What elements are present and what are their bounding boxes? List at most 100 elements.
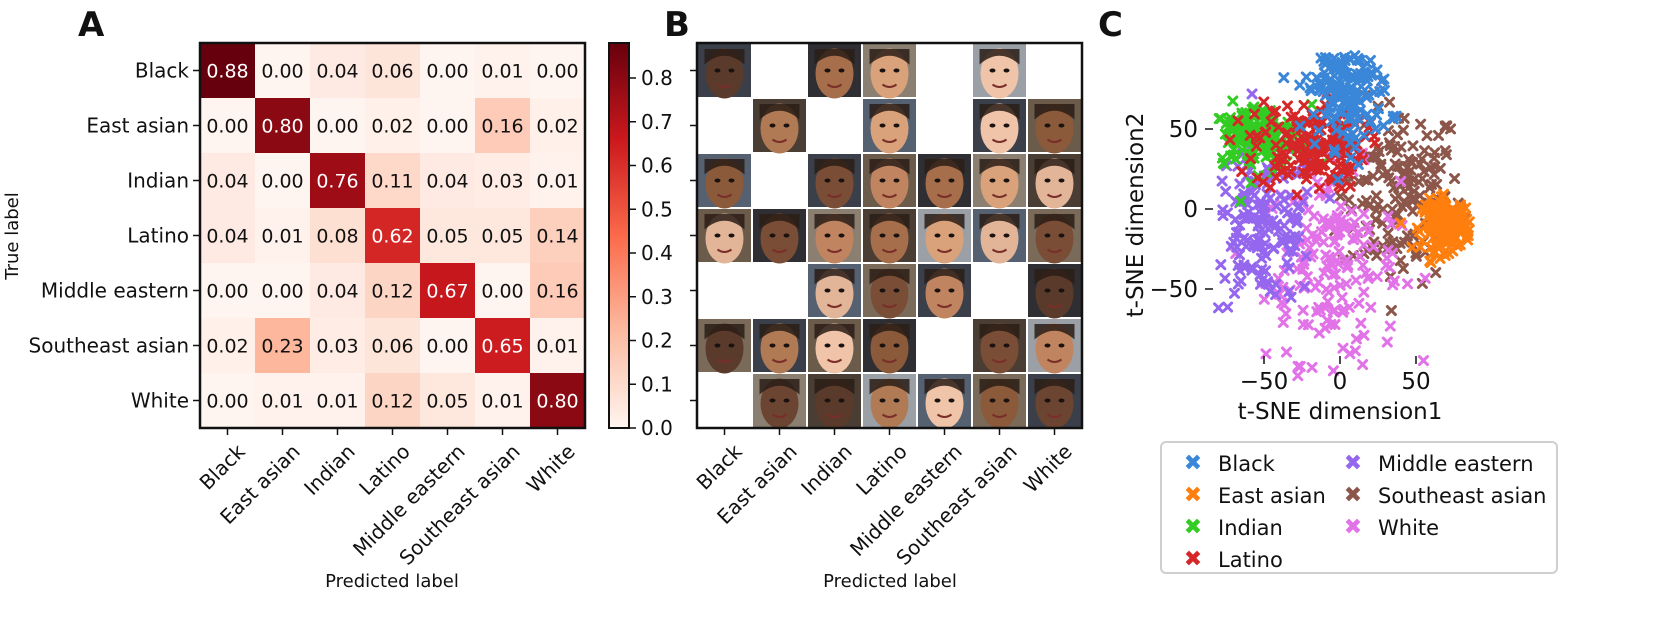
- scatter-point: [1358, 329, 1370, 341]
- y-tick-label: −50: [1149, 277, 1198, 303]
- scatter-point: [1361, 92, 1373, 104]
- heatmap-cell: [530, 318, 585, 373]
- scatter-point: [1377, 120, 1389, 132]
- heatmap-cell: [255, 98, 310, 153]
- scatter-point: [1350, 86, 1362, 98]
- scatter-point: [1395, 217, 1407, 229]
- heatmap-cell-value: 0.04: [206, 171, 248, 193]
- scatter-point: [1385, 305, 1397, 317]
- scatter-point: [1215, 259, 1227, 271]
- scatter-point: [1313, 276, 1325, 288]
- scatter-point: [1278, 72, 1290, 84]
- heatmap-cell: [255, 153, 310, 208]
- scatter-point: [1404, 156, 1416, 168]
- scatter-point: [1298, 99, 1310, 111]
- scatter-point: [1234, 264, 1246, 276]
- scatter-point: [1300, 173, 1312, 185]
- face-photo: [808, 44, 861, 99]
- scatter-point: [1244, 129, 1256, 141]
- heatmap-cell-value: 0.00: [206, 281, 248, 303]
- scatter-point: [1329, 319, 1341, 331]
- scatter-point: [1416, 277, 1428, 289]
- x-tick-label: White: [1019, 439, 1077, 497]
- face-photo: [863, 209, 916, 264]
- heatmap-cell: [200, 373, 255, 428]
- scatter-point: [1285, 111, 1297, 123]
- scatter-point: [1411, 222, 1423, 234]
- scatter-point: [1284, 133, 1296, 145]
- scatter-point: [1248, 108, 1260, 120]
- face-photo: [973, 44, 1026, 99]
- scatter-point: [1416, 235, 1428, 247]
- heatmap-cell: [530, 263, 585, 318]
- legend-label: Middle eastern: [1378, 452, 1534, 476]
- scatter-point: [1353, 175, 1365, 187]
- heatmap-cell-value: 0.00: [261, 61, 303, 83]
- scatter-point: [1370, 213, 1382, 225]
- face-photo: [918, 374, 971, 429]
- scatter-point: [1328, 144, 1340, 156]
- scatter-point: [1342, 259, 1354, 271]
- scatter-point: [1269, 160, 1281, 172]
- scatter-point: [1298, 281, 1310, 293]
- scatter-point: [1258, 293, 1270, 305]
- scatter-point: [1415, 118, 1427, 130]
- legend-label: Black: [1218, 452, 1275, 476]
- heatmap-cell: [310, 373, 365, 428]
- face-photo: [973, 99, 1026, 154]
- face-photo: [698, 44, 751, 99]
- scatter-point: [1391, 146, 1403, 158]
- scatter-point: [1262, 144, 1274, 156]
- heatmap-cell: [475, 263, 530, 318]
- x-tick-label: Indian: [299, 439, 360, 500]
- scatter-point: [1251, 172, 1263, 184]
- y-tick-label: Black: [135, 59, 190, 83]
- scatter-point: [1299, 152, 1311, 164]
- scatter-point: [1297, 318, 1309, 330]
- face-photo: [753, 209, 806, 264]
- scatter-point: [1300, 250, 1312, 262]
- scatter-point: [1251, 242, 1263, 254]
- scatter-point: [1227, 95, 1239, 107]
- scatter-point: [1313, 301, 1325, 313]
- scatter-point: [1386, 203, 1398, 215]
- scatter-point: [1416, 153, 1428, 165]
- scatter-point: [1371, 250, 1383, 262]
- face-photo: [863, 264, 916, 319]
- legend-item: ✖ Southeast asian: [1338, 481, 1547, 511]
- scatter-point: [1262, 215, 1274, 227]
- heatmap-cell-value: 0.00: [206, 116, 248, 138]
- legend-marker: ✖: [1183, 515, 1203, 540]
- scatter-point: [1270, 278, 1282, 290]
- scatter-point: [1280, 346, 1292, 358]
- scatter-point: [1358, 208, 1370, 220]
- scatter-point: [1335, 164, 1347, 176]
- scatter-point: [1395, 175, 1407, 187]
- scatter-point: [1378, 73, 1390, 85]
- face-photo: [698, 319, 751, 374]
- legend-label: Southeast asian: [1378, 484, 1547, 508]
- scatter-point: [1323, 251, 1335, 263]
- heatmap-cell-value: 0.16: [481, 116, 523, 138]
- scatter-point: [1384, 96, 1396, 108]
- scatter-point: [1282, 233, 1294, 245]
- scatter-point: [1329, 268, 1341, 280]
- heatmap-cell-value: 0.65: [481, 336, 523, 358]
- scatter-point: [1313, 182, 1325, 194]
- face-photo: [698, 209, 751, 264]
- scatter-point: [1368, 86, 1380, 98]
- face-photo: [1028, 374, 1081, 429]
- legend-item: ✖ Latino: [1178, 545, 1283, 575]
- scatter-point: [1386, 218, 1398, 230]
- scatter-point: [1235, 275, 1247, 287]
- x-tick-label: −50: [1240, 369, 1289, 395]
- heatmap-cell: [420, 318, 475, 373]
- scatter-point: [1417, 355, 1429, 367]
- heatmap-cell-value: 0.02: [206, 336, 248, 358]
- scatter-point: [1371, 271, 1383, 283]
- heatmap-cell-value: 0.00: [481, 281, 523, 303]
- scatter-point: [1265, 116, 1277, 128]
- scatter-point: [1396, 201, 1408, 213]
- scatter-point: [1300, 71, 1312, 83]
